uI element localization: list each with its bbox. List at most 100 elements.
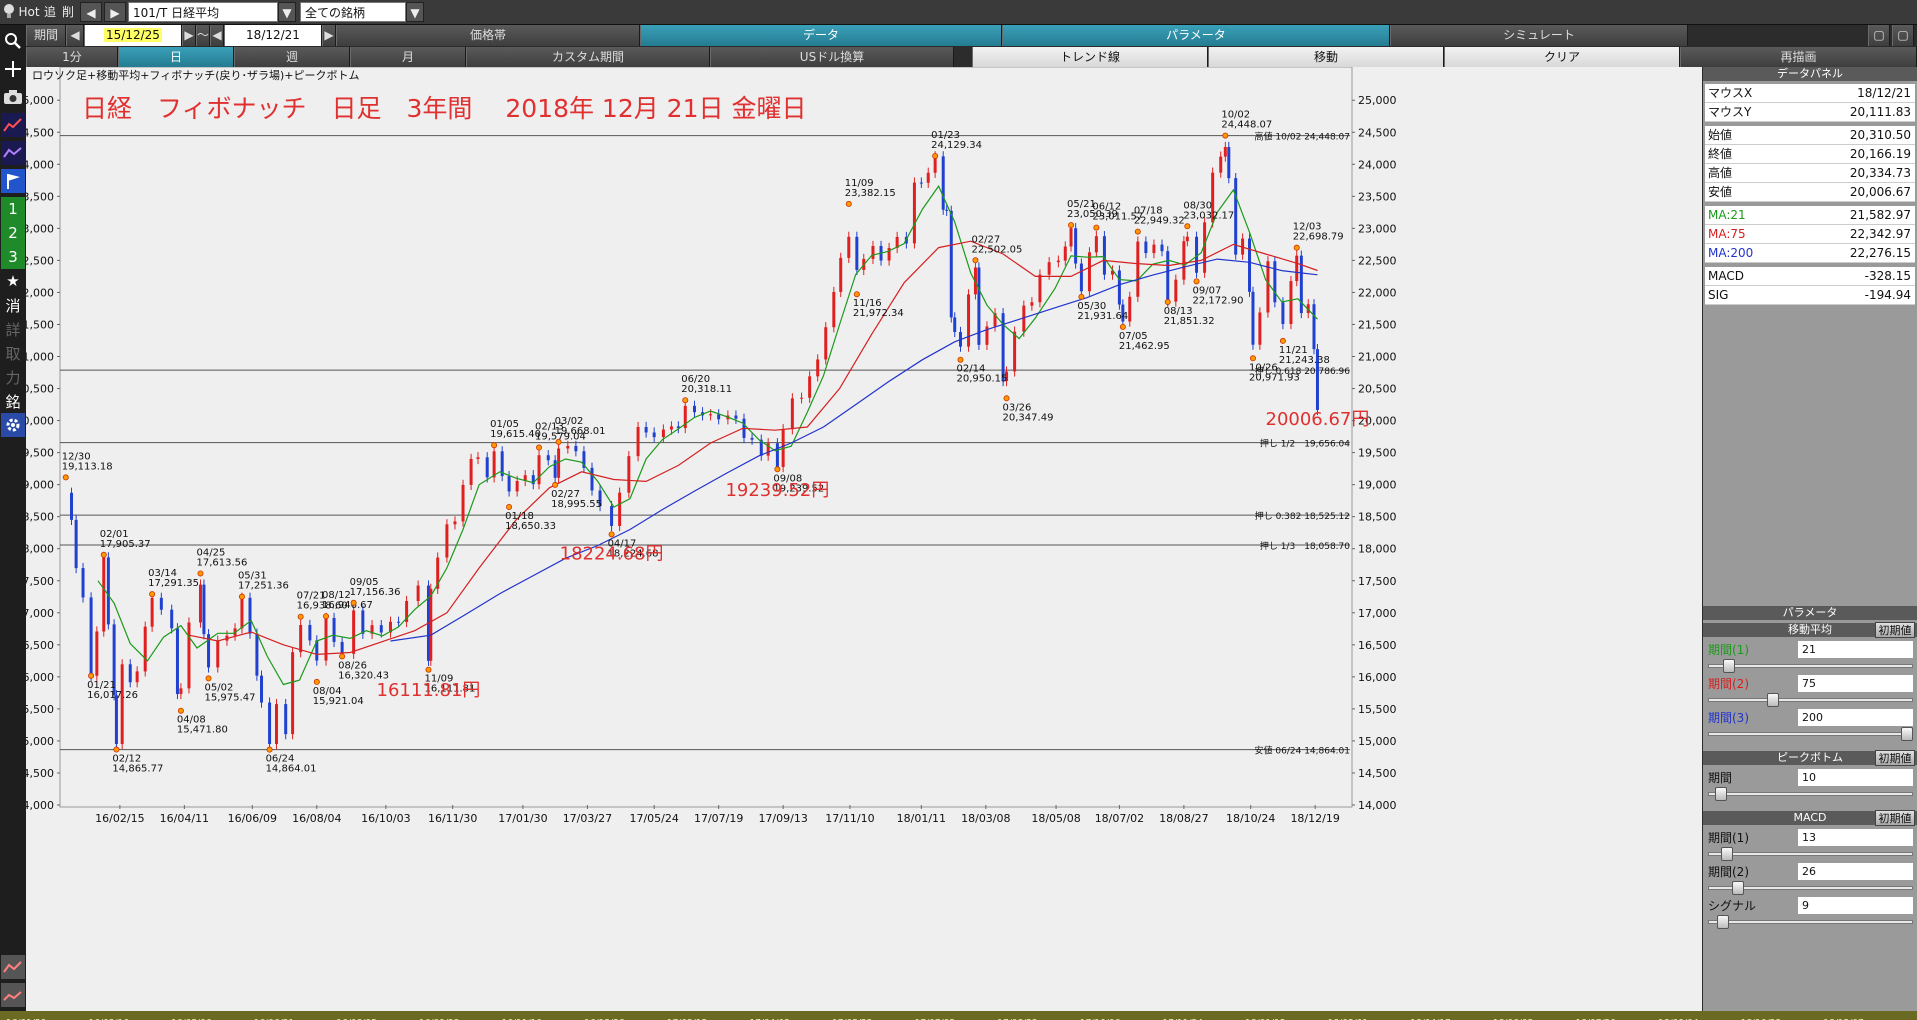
parameter-value-field[interactable]: 21 — [1798, 641, 1913, 658]
reset-default-button[interactable]: 初期値 — [1875, 622, 1915, 638]
slider-thumb[interactable] — [1732, 881, 1745, 895]
candle-body — [284, 704, 288, 735]
parameter-slider[interactable] — [1708, 787, 1913, 801]
parameter-value-field[interactable]: 26 — [1798, 863, 1913, 880]
button-custom-period[interactable]: カスタム期間 — [466, 47, 710, 67]
bulb-icon[interactable] — [2, 2, 16, 22]
y-tick-label-left: 16,500 — [26, 639, 54, 652]
parameter-slider[interactable] — [1708, 881, 1913, 895]
chart-line-icon[interactable] — [1, 113, 25, 137]
date-from-field[interactable]: 15/12/25 — [84, 25, 182, 46]
candle-body — [1152, 244, 1156, 254]
to-next-icon[interactable]: ▶ — [322, 25, 336, 46]
button-trendline[interactable]: トレンド線 — [972, 47, 1208, 67]
tab-kakakutai[interactable]: 価格帯 — [336, 25, 640, 46]
flag-icon[interactable] — [1, 169, 25, 193]
parameter-value-field[interactable]: 10 — [1798, 769, 1913, 786]
button-1min[interactable]: 1分 — [26, 47, 118, 67]
y-tick-label-left: 18,500 — [26, 511, 54, 524]
pivot-marker — [552, 481, 559, 488]
trade-button[interactable]: 取 — [5, 344, 21, 363]
detail-button[interactable]: 詳 — [5, 320, 21, 339]
universe-select[interactable]: 全ての銘柄 — [300, 2, 406, 22]
candle-body — [636, 426, 640, 457]
tab-parameter[interactable]: パラメータ — [1002, 25, 1390, 46]
gear-icon[interactable] — [1, 413, 25, 437]
prev-arrow-icon[interactable]: ◀ — [80, 2, 102, 22]
symbol-dropdown-icon[interactable]: ▼ — [278, 2, 296, 22]
erase-button[interactable]: 消 — [5, 296, 21, 315]
hot-button[interactable]: Hot — [18, 5, 40, 19]
close-icon[interactable]: ▢ — [1892, 25, 1914, 46]
slider-thumb[interactable] — [1716, 915, 1729, 929]
button-month[interactable]: 月 — [350, 47, 466, 67]
next-arrow-icon[interactable]: ▶ — [104, 2, 126, 22]
chart-tool-icon[interactable] — [1, 141, 25, 165]
pivot-marker — [1249, 355, 1256, 362]
parameter-slider[interactable] — [1708, 659, 1913, 673]
reset-default-button[interactable]: 初期値 — [1875, 810, 1915, 826]
slider-thumb[interactable] — [1722, 659, 1735, 673]
pivot-value-label: 19,668.01 — [555, 426, 606, 437]
slider-thumb[interactable] — [1766, 693, 1779, 707]
search-icon[interactable] — [1, 29, 25, 53]
slider-thumb[interactable] — [1901, 727, 1914, 741]
star-icon[interactable]: ★ — [6, 272, 20, 290]
parameter-value-field[interactable]: 9 — [1798, 897, 1913, 914]
slider-thumb[interactable] — [1720, 847, 1733, 861]
button-day[interactable]: 日 — [118, 47, 234, 67]
candle-body — [734, 415, 738, 419]
button-redraw[interactable]: 再描画 — [1680, 47, 1917, 67]
parameter-value-field[interactable]: 13 — [1798, 829, 1913, 846]
button-usd[interactable]: USドル換算 — [710, 47, 954, 67]
parameter-group-title: ピークボトム — [1703, 751, 1917, 765]
candle-body — [207, 634, 211, 668]
from-prev-icon[interactable]: ◀ — [66, 25, 84, 46]
tab-data[interactable]: データ — [640, 25, 1002, 46]
reset-default-button[interactable]: 初期値 — [1875, 750, 1915, 766]
parameter-slider[interactable] — [1708, 727, 1914, 741]
preset-3-button[interactable]: 3 — [1, 245, 25, 269]
minimize-icon[interactable]: ▢ — [1868, 25, 1890, 46]
button-week[interactable]: 週 — [234, 47, 350, 67]
candle-body — [248, 597, 252, 634]
to-prev-icon[interactable]: ◀ — [210, 25, 224, 46]
parameter-value-field[interactable]: 200 — [1798, 709, 1913, 726]
from-next-icon[interactable]: ▶ — [182, 25, 196, 46]
pivot-value-label: 24,448.07 — [1221, 120, 1272, 131]
x-tick-label: 18/07/02 — [1095, 812, 1144, 825]
date-scrollbar[interactable]: 16/01/29 16/03/16 16/05/06 16/06/21 16/08/05… — [0, 1011, 1917, 1020]
preset-2-button[interactable]: 2 — [1, 221, 25, 245]
data-row: MACD -328.15 — [1705, 267, 1915, 286]
parameter-slider[interactable] — [1708, 693, 1913, 707]
pivot-marker — [491, 442, 498, 449]
power-button[interactable]: 力 — [5, 368, 21, 387]
date-strip-label: 18/10/23 — [1741, 1019, 1781, 1020]
parameter-label: シグナル — [1708, 899, 1757, 913]
symbol-button[interactable]: 銘 — [5, 392, 21, 411]
price-chart[interactable]: ロウソク足+移動平均+フィボナッチ(戻り･ザラ場)+ピークボトム 日経 フィボナッ… — [26, 67, 1702, 1020]
camera-icon[interactable] — [1, 85, 25, 109]
slider-thumb[interactable] — [1714, 787, 1727, 801]
button-move[interactable]: 移動 — [1208, 47, 1444, 67]
mini-chart-2-icon[interactable] — [1, 983, 25, 1007]
pivot-marker — [506, 504, 513, 511]
add-button[interactable]: 追 — [43, 5, 56, 19]
parameter-slider[interactable] — [1708, 847, 1913, 861]
universe-dropdown-icon[interactable]: ▼ — [406, 2, 424, 22]
pivot-value-label: 14,865.77 — [112, 764, 163, 775]
parameter-slider[interactable] — [1708, 915, 1913, 929]
parameter-value-field[interactable]: 75 — [1798, 675, 1913, 692]
preset-1-button[interactable]: 1 — [1, 197, 25, 221]
mini-chart-icon[interactable] — [1, 955, 25, 979]
pivot-date-label: 12/03 — [1293, 222, 1322, 233]
button-clear[interactable]: クリア — [1444, 47, 1680, 67]
symbol-field[interactable]: 101/T 日経平均 — [128, 2, 278, 22]
tab-simulate[interactable]: シミュレート — [1390, 25, 1688, 46]
crosshair-icon[interactable] — [1, 57, 25, 81]
y-tick-label-left: 19,000 — [26, 479, 54, 492]
delete-button[interactable]: 削 — [61, 5, 74, 19]
pivot-marker — [297, 613, 304, 620]
date-to-field[interactable]: 18/12/21 — [224, 25, 322, 46]
